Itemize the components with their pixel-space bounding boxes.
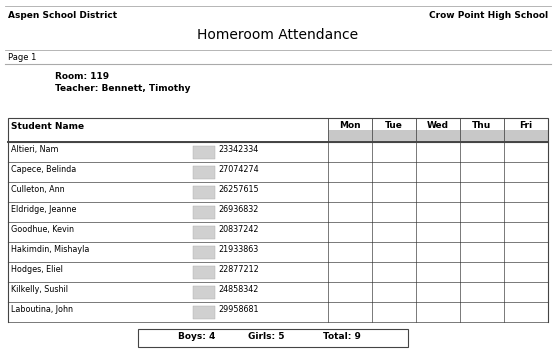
Bar: [193, 146, 215, 159]
Bar: [193, 265, 215, 278]
Text: Total: 9: Total: 9: [323, 332, 361, 341]
Text: 27074274: 27074274: [218, 165, 259, 174]
Text: Room: 119: Room: 119: [55, 72, 109, 81]
Text: Hakimdin, Mishayla: Hakimdin, Mishayla: [11, 245, 90, 254]
Bar: [193, 205, 215, 219]
Text: Crow Point High School: Crow Point High School: [429, 11, 548, 20]
Text: Altieri, Nam: Altieri, Nam: [11, 145, 58, 154]
Text: 26936832: 26936832: [218, 205, 259, 214]
Text: 20837242: 20837242: [218, 225, 259, 234]
Text: Homeroom Attendance: Homeroom Attendance: [197, 28, 359, 42]
Text: Culleton, Ann: Culleton, Ann: [11, 185, 64, 194]
Text: Kilkelly, Sushil: Kilkelly, Sushil: [11, 285, 68, 294]
Bar: [193, 306, 215, 318]
Bar: [193, 166, 215, 179]
Text: 22877212: 22877212: [218, 265, 259, 274]
Text: Mon: Mon: [339, 121, 361, 130]
Bar: [193, 245, 215, 258]
Bar: [8, 118, 548, 142]
Text: 29958681: 29958681: [218, 305, 259, 314]
Text: Fri: Fri: [519, 121, 533, 130]
Text: Hodges, Eliel: Hodges, Eliel: [11, 265, 63, 274]
Text: Eldridge, Jeanne: Eldridge, Jeanne: [11, 205, 76, 214]
Bar: [138, 329, 408, 347]
Text: Thu: Thu: [473, 121, 492, 130]
Bar: [504, 130, 548, 141]
Text: 24858342: 24858342: [218, 285, 259, 294]
Text: Wed: Wed: [427, 121, 449, 130]
Text: Girls: 5: Girls: 5: [248, 332, 285, 341]
Text: Aspen School District: Aspen School District: [8, 11, 117, 20]
Text: Capece, Belinda: Capece, Belinda: [11, 165, 76, 174]
Text: Student Name: Student Name: [11, 122, 84, 131]
Bar: [373, 130, 415, 141]
Bar: [460, 130, 504, 141]
Text: Goodhue, Kevin: Goodhue, Kevin: [11, 225, 74, 234]
Bar: [416, 130, 459, 141]
Text: Tue: Tue: [385, 121, 403, 130]
Text: 26257615: 26257615: [218, 185, 259, 194]
Bar: [8, 118, 548, 142]
Bar: [329, 130, 371, 141]
Text: Teacher: Bennett, Timothy: Teacher: Bennett, Timothy: [55, 84, 191, 93]
Text: 21933863: 21933863: [218, 245, 258, 254]
Text: Laboutina, John: Laboutina, John: [11, 305, 73, 314]
Bar: [193, 185, 215, 199]
Bar: [193, 286, 215, 298]
Bar: [193, 225, 215, 238]
Text: Boys: 4: Boys: 4: [178, 332, 215, 341]
Text: Page 1: Page 1: [8, 53, 36, 62]
Text: 23342334: 23342334: [218, 145, 258, 154]
